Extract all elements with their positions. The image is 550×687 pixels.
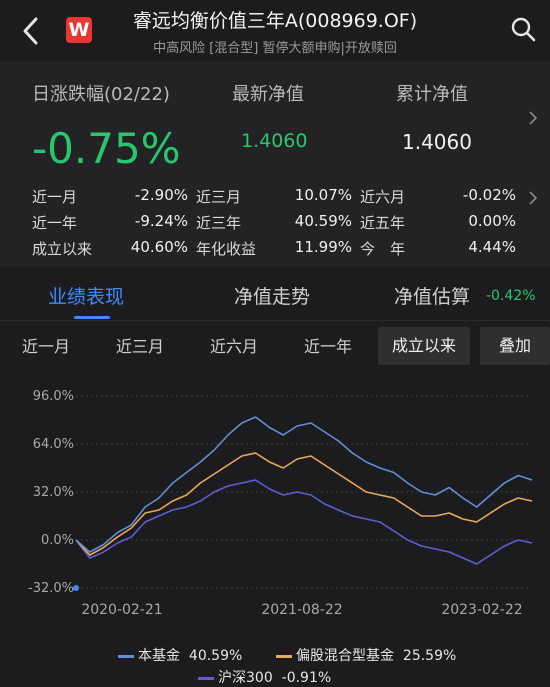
stat-label: 今 年 bbox=[360, 240, 406, 258]
acc-nav-label: 累计净值 bbox=[396, 84, 468, 105]
tab-performance[interactable]: 业绩表现 bbox=[48, 286, 125, 308]
daily-change-label: 日涨跌幅(02/22) bbox=[32, 84, 170, 105]
x-tick-label: 2021-08-22 bbox=[261, 602, 342, 618]
nav-estimate-value: -0.42% bbox=[486, 288, 536, 304]
legend-value: 25.59% bbox=[402, 648, 457, 664]
y-tick-label: 64.0% bbox=[33, 437, 74, 452]
legend-item-index: 沪深300 -0.91% bbox=[198, 667, 331, 687]
daily-change-value: -0.75% bbox=[32, 124, 181, 173]
performance-chart[interactable]: 96.0% 64.0% 32.0% 0.0% -32.0% 2020-02-21 2021-… bbox=[0, 370, 550, 635]
start-marker bbox=[73, 585, 79, 591]
y-tick-label: 32.0% bbox=[33, 485, 74, 500]
back-arrow-icon[interactable] bbox=[18, 14, 44, 48]
legend-value: 40.59% bbox=[188, 648, 243, 664]
tab-nav-trend[interactable]: 净值走势 bbox=[234, 286, 311, 308]
x-tick-label: 2020-02-21 bbox=[81, 602, 162, 618]
period-since-inception[interactable]: 成立以来 bbox=[378, 327, 470, 365]
period-selector: 近一月 近三月 近六月 近一年 成立以来 叠加 bbox=[0, 320, 550, 370]
stat-label: 近一年 bbox=[32, 214, 78, 232]
legend-value: -0.91% bbox=[281, 670, 332, 686]
tab-nav-estimate[interactable]: 净值估算 bbox=[394, 286, 471, 308]
stat-value: -2.90% bbox=[134, 186, 188, 204]
legend-name: 本基金 bbox=[138, 648, 180, 664]
series-line-1 bbox=[75, 452, 533, 556]
legend-item-fund: 本基金 40.59% bbox=[118, 645, 242, 665]
period-3m[interactable]: 近三月 bbox=[116, 337, 165, 356]
series-line-2 bbox=[75, 479, 533, 565]
legend-swatch bbox=[198, 676, 214, 680]
fund-subtitle: 中高风险 [混合型] 暂停大额申购|开放赎回 bbox=[153, 41, 397, 56]
chevron-right-icon[interactable] bbox=[528, 190, 538, 206]
stat-value: 40.59% bbox=[294, 212, 352, 230]
period-1m[interactable]: 近一月 bbox=[22, 337, 71, 356]
stat-label: 年化收益 bbox=[196, 240, 257, 258]
stat-value: 0.00% bbox=[468, 212, 516, 230]
search-icon[interactable] bbox=[510, 16, 536, 42]
x-tick-label: 2023-02-22 bbox=[441, 602, 522, 618]
latest-nav-value: 1.4060 bbox=[241, 130, 308, 152]
chart-tab-bar: 业绩表现 净值走势 净值估算 -0.42% bbox=[0, 266, 550, 320]
stat-value: -9.24% bbox=[134, 212, 188, 230]
y-tick-label: 96.0% bbox=[33, 389, 74, 404]
latest-nav-label: 最新净值 bbox=[232, 84, 304, 105]
series-line-0 bbox=[75, 416, 533, 553]
chevron-right-icon[interactable] bbox=[528, 110, 538, 126]
y-tick-label: -32.0% bbox=[28, 581, 74, 596]
fund-company-logo: W bbox=[66, 17, 92, 43]
legend-swatch bbox=[276, 654, 292, 658]
period-1y[interactable]: 近一年 bbox=[304, 337, 353, 356]
stat-value: -0.02% bbox=[462, 186, 516, 204]
page-title: 睿远均衡价值三年A(008969.OF) bbox=[132, 10, 418, 32]
stat-value: 11.99% bbox=[294, 238, 352, 256]
fund-summary-card bbox=[0, 62, 550, 266]
stat-label: 近六月 bbox=[360, 188, 406, 206]
acc-nav-value: 1.4060 bbox=[402, 130, 472, 154]
stat-label: 近一月 bbox=[32, 188, 78, 206]
period-6m[interactable]: 近六月 bbox=[210, 337, 259, 356]
legend-name: 沪深300 bbox=[218, 670, 273, 686]
stat-label: 近三月 bbox=[196, 188, 242, 206]
legend-item-peer: 偏股混合型基金 25.59% bbox=[276, 645, 456, 665]
stat-value: 4.44% bbox=[468, 238, 516, 256]
overlay-button[interactable]: 叠加 bbox=[480, 327, 550, 365]
header-bar: W 睿远均衡价值三年A(008969.OF) 中高风险 [混合型] 暂停大额申购… bbox=[0, 0, 550, 62]
stat-label: 近三年 bbox=[196, 214, 242, 232]
legend-swatch bbox=[118, 654, 134, 658]
stat-label: 近五年 bbox=[360, 214, 406, 232]
tab-active-indicator bbox=[74, 316, 110, 319]
legend-name: 偏股混合型基金 bbox=[296, 648, 394, 664]
chart-legend: 本基金 40.59% 偏股混合型基金 25.59% 沪深300 -0.91% bbox=[0, 635, 550, 687]
stat-label: 成立以来 bbox=[32, 240, 93, 258]
stat-value: 40.60% bbox=[130, 238, 188, 256]
y-tick-label: 0.0% bbox=[41, 533, 74, 548]
stat-value: 10.07% bbox=[294, 186, 352, 204]
